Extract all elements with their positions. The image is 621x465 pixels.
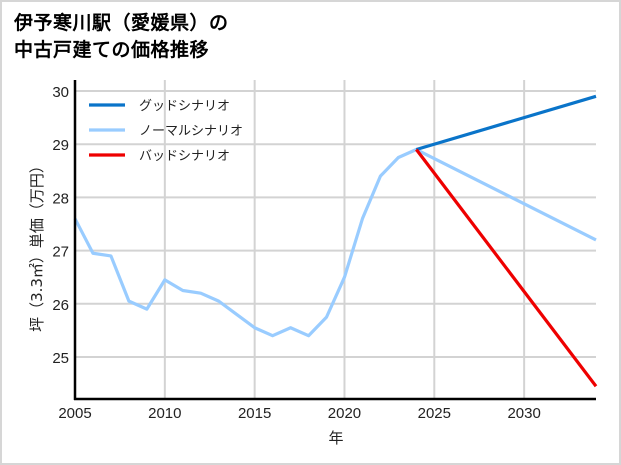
x-tick-label: 2015 [238, 405, 271, 422]
y-tick-label: 29 [52, 137, 69, 154]
x-tick-label: 2025 [418, 405, 451, 422]
legend-label: グッドシナリオ [139, 99, 230, 114]
y-axis-label: 坪（3.3㎡）単価（万円） [28, 158, 46, 332]
y-tick-label: 26 [52, 297, 69, 314]
series-line [415, 94, 597, 152]
y-tick-label: 30 [52, 84, 69, 101]
chart-title: 伊予寒川駅（愛媛県）の 中古戸建ての価格推移 [14, 10, 229, 64]
y-tick-label: 28 [52, 190, 69, 207]
legend-label: ノーマルシナリオ [139, 124, 243, 139]
x-tick-label: 2020 [328, 405, 361, 422]
series-line [73, 147, 597, 338]
x-tick-label: 2005 [58, 405, 91, 422]
legend-label: バッドシナリオ [139, 149, 230, 164]
series-line [415, 148, 598, 388]
tick-labels: 2005 2010 2015 2020 2025 2030 25 26 27 28 29 30 [52, 84, 541, 422]
y-tick-label: 25 [52, 350, 69, 367]
x-tick-label: 2030 [507, 405, 540, 422]
chart-title-line-1: 伊予寒川駅（愛媛県）の [14, 12, 229, 34]
series-lines [73, 94, 598, 388]
y-tick-label: 27 [52, 244, 69, 261]
x-axis-label: 年 [328, 429, 343, 447]
axes [73, 80, 596, 401]
x-tick-label: 2010 [148, 405, 181, 422]
chart-title-line-2: 中古戸建ての価格推移 [14, 39, 210, 61]
